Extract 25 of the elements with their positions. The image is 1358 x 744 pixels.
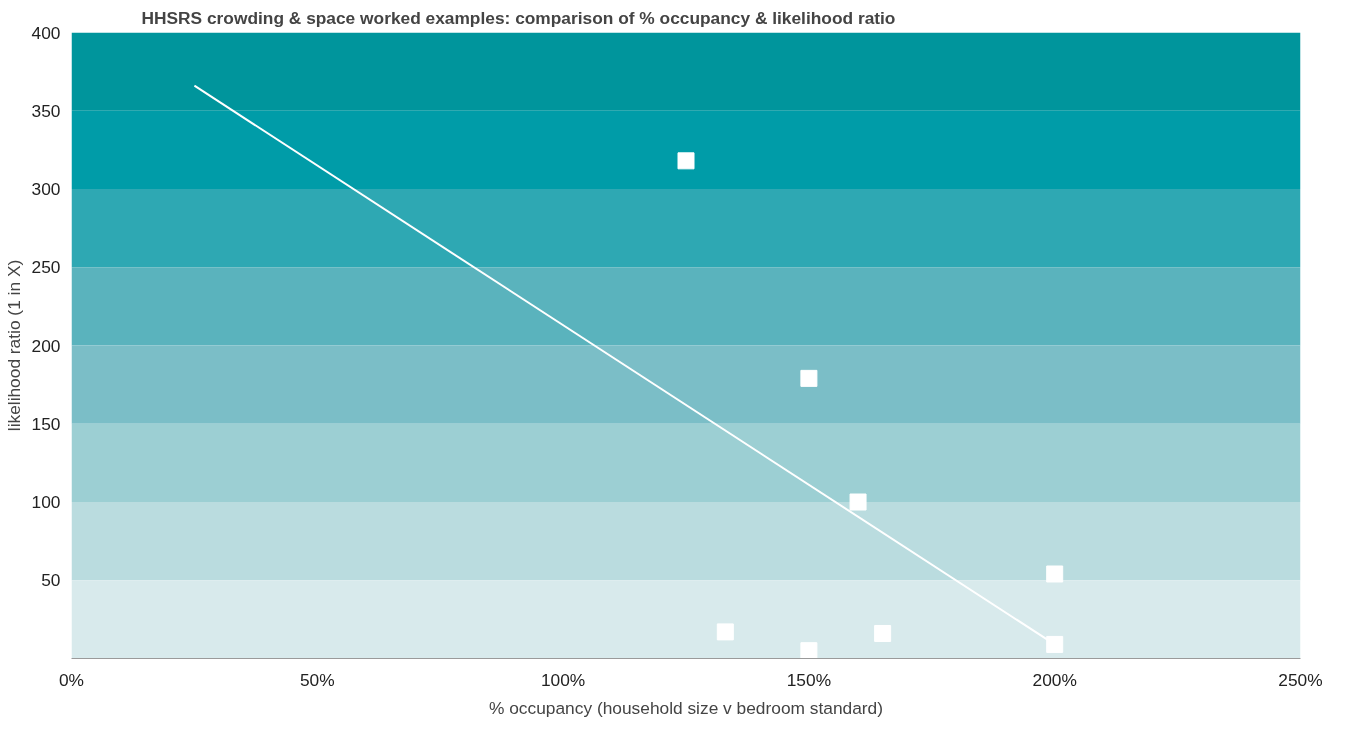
y-tick-label: 150 — [31, 413, 61, 434]
x-tick-label: 200% — [1032, 669, 1077, 690]
x-tick-label: 250% — [1278, 669, 1323, 690]
x-tick-label: 50% — [299, 669, 335, 690]
point — [800, 369, 818, 387]
y-tick-label: 300 — [31, 179, 61, 199]
point — [1046, 635, 1064, 653]
y-tick-label: 50 — [41, 570, 61, 591]
y-tick-label: 100 — [31, 492, 61, 512]
point — [800, 642, 818, 659]
y-tick-label: 350 — [31, 100, 61, 121]
y-tick-label: 400 — [31, 22, 61, 43]
point — [1046, 565, 1064, 583]
point — [849, 493, 867, 511]
x-tick-label: 150% — [786, 669, 832, 690]
y-tick-label: 250 — [31, 257, 61, 278]
y-axis-title: likelihood ratio (1 in X) — [3, 259, 24, 432]
chart-title: HHSRS crowding & space worked examples: comparison of % occupancy & likelihood ratio — [141, 7, 896, 28]
x-tick-label: 0% — [58, 669, 85, 690]
point — [874, 624, 892, 642]
point — [677, 152, 695, 170]
x-axis-title: % occupancy (household size v bedroom standard) — [489, 697, 883, 718]
x-tick-label: 100% — [540, 669, 586, 690]
point — [716, 623, 734, 641]
y-tick-label: 200 — [31, 335, 61, 356]
